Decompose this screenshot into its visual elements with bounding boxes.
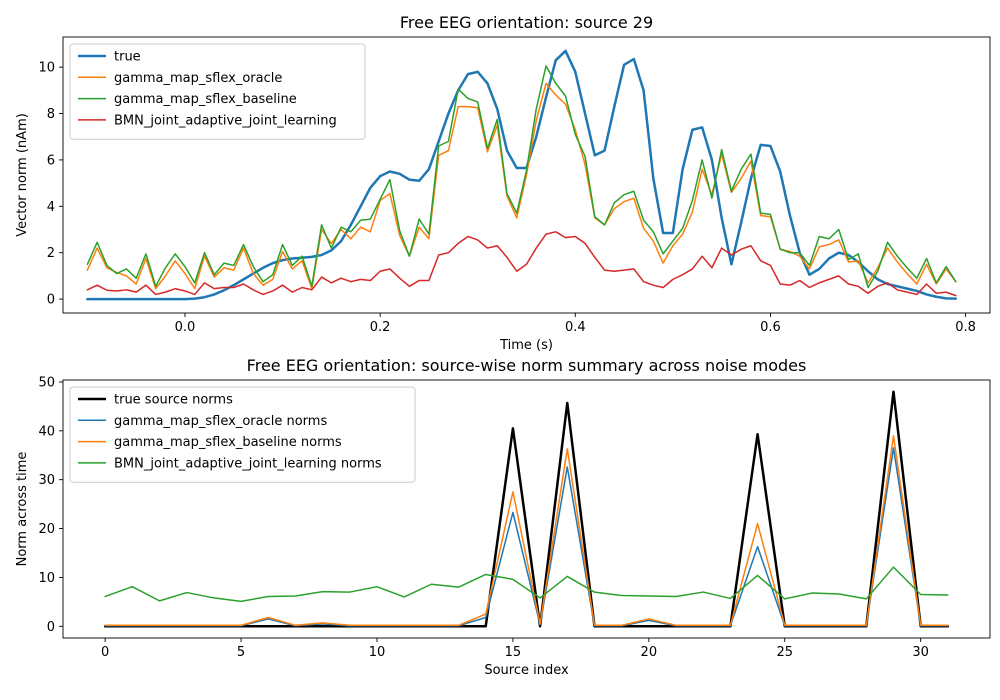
chart-title: Free EEG orientation: source-wise norm s…: [247, 356, 807, 375]
y-tick-label: 0: [47, 620, 55, 635]
x-tick-label: 0.6: [760, 320, 781, 335]
chart-title: Free EEG orientation: source 29: [400, 13, 653, 32]
plot-frame: [62, 379, 991, 639]
x-tick-label: 10: [369, 645, 386, 660]
y-tick-label: 50: [38, 375, 55, 390]
legend-box: [69, 43, 366, 140]
top-line-chart: Free EEG orientation: source 29 0.0 0.2 0.4…: [15, 13, 991, 353]
y-axis-label: Vector norm (nAm): [15, 113, 30, 237]
x-tick-label: 5: [237, 645, 245, 660]
x-tick-label: 0: [101, 645, 109, 660]
y-axis-label: Norm across time: [15, 452, 30, 567]
legend-label: gamma_map_sflex_oracle norms: [114, 414, 327, 429]
legend-label: gamma_map_sflex_oracle: [114, 71, 282, 86]
y-tick-label: 6: [47, 153, 55, 168]
legend-label: true: [114, 50, 141, 65]
x-tick-label: 0.0: [175, 320, 196, 335]
y-tick-label: 10: [38, 571, 55, 586]
series-line-2: [104, 434, 949, 627]
series-line-3: [86, 231, 957, 297]
series-line-1: [86, 82, 957, 290]
x-tick-label: 0.2: [370, 320, 391, 335]
x-tick-label: 25: [776, 645, 793, 660]
x-tick-label: 30: [912, 645, 929, 660]
y-tick-label: 2: [47, 246, 55, 261]
legend-label: true source norms: [114, 393, 233, 408]
legend-label: gamma_map_sflex_baseline: [114, 92, 297, 107]
legend-label: BMN_joint_adaptive_joint_learning norms: [114, 456, 382, 471]
series-line-2: [86, 65, 957, 289]
y-tick-label: 0: [47, 293, 55, 308]
legend: true gamma_map_sflex_oracle gamma_map_sfle…: [69, 43, 366, 140]
series-line-0: [86, 49, 958, 301]
y-tick-label: 30: [38, 473, 55, 488]
x-axis-label: Time (s): [499, 338, 553, 353]
y-tick-label: 8: [47, 107, 55, 122]
plot-frame: [62, 36, 991, 314]
y-tick-label: 20: [38, 522, 55, 537]
legend-box: [69, 386, 416, 483]
series-line-3: [104, 566, 949, 603]
x-tick-label: 15: [505, 645, 522, 660]
legend-label: gamma_map_sflex_baseline norms: [114, 435, 342, 450]
legend: true source norms gamma_map_sflex_oracle …: [69, 386, 416, 483]
x-tick-label: 0.4: [565, 320, 586, 335]
y-tick-label: 10: [38, 61, 55, 76]
x-tick-label: 20: [641, 645, 658, 660]
bottom-line-chart: Free EEG orientation: source-wise norm s…: [15, 356, 991, 678]
x-tick-label: 0.8: [955, 320, 976, 335]
x-axis-label: Source index: [484, 663, 569, 678]
y-tick-label: 40: [38, 424, 55, 439]
legend-label: BMN_joint_adaptive_joint_learning: [114, 113, 337, 128]
y-tick-label: 4: [47, 200, 55, 215]
